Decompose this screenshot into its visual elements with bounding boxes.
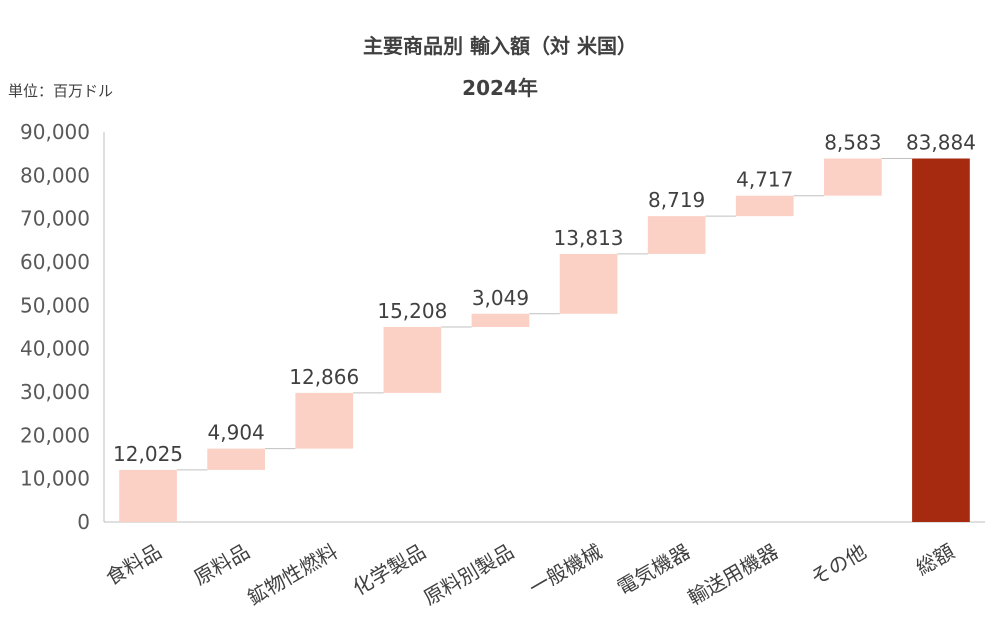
data-label: 4,904 [208, 421, 265, 445]
category-label: その他 [806, 539, 870, 590]
y-tick-label: 60,000 [20, 250, 90, 274]
waterfall-bar [295, 392, 354, 449]
y-tick-label: 30,000 [20, 380, 90, 404]
category-label: 一般機械 [525, 539, 606, 600]
unit-label: 単位：百万ドル [8, 82, 114, 100]
category-label: 食料品 [102, 539, 166, 590]
data-label: 12,025 [113, 442, 183, 466]
chart-title: 主要商品別 輸入額（対 米国） [363, 34, 637, 58]
waterfall-bar [119, 469, 177, 522]
y-tick-label: 90,000 [20, 120, 90, 144]
waterfall-bar [647, 216, 706, 254]
category-label: 鉱物性燃料 [243, 539, 342, 610]
data-label: 15,208 [377, 299, 447, 323]
waterfall-bar [735, 195, 794, 217]
waterfall-bar [559, 253, 618, 314]
data-label: 3,049 [472, 286, 529, 310]
waterfall-bar [383, 326, 442, 393]
data-label: 8,583 [824, 131, 881, 155]
data-label: 83,884 [906, 131, 976, 155]
waterfall-bar [823, 158, 882, 196]
y-tick-label: 40,000 [20, 337, 90, 361]
data-label: 4,717 [736, 168, 793, 192]
y-tick-label: 50,000 [20, 293, 90, 317]
data-label: 13,813 [554, 226, 624, 250]
data-label: 8,719 [648, 188, 705, 212]
category-label: 化学製品 [349, 539, 430, 600]
category-label: 輸送用機器 [684, 539, 783, 610]
y-tick-label: 0 [77, 510, 90, 534]
category-label: 総額 [912, 539, 959, 580]
waterfall-bar [207, 448, 266, 470]
category-label: 原料品 [190, 539, 254, 590]
total-bar [912, 158, 970, 522]
y-tick-label: 20,000 [20, 423, 90, 447]
y-tick-label: 80,000 [20, 163, 90, 187]
data-label: 12,866 [289, 365, 359, 389]
category-label: 原料別製品 [419, 539, 518, 610]
category-label: 電気機器 [613, 539, 694, 600]
y-tick-label: 10,000 [20, 467, 90, 491]
y-tick-label: 70,000 [20, 207, 90, 231]
chart-subtitle: 2024年 [462, 76, 538, 100]
waterfall-bar [471, 313, 530, 327]
